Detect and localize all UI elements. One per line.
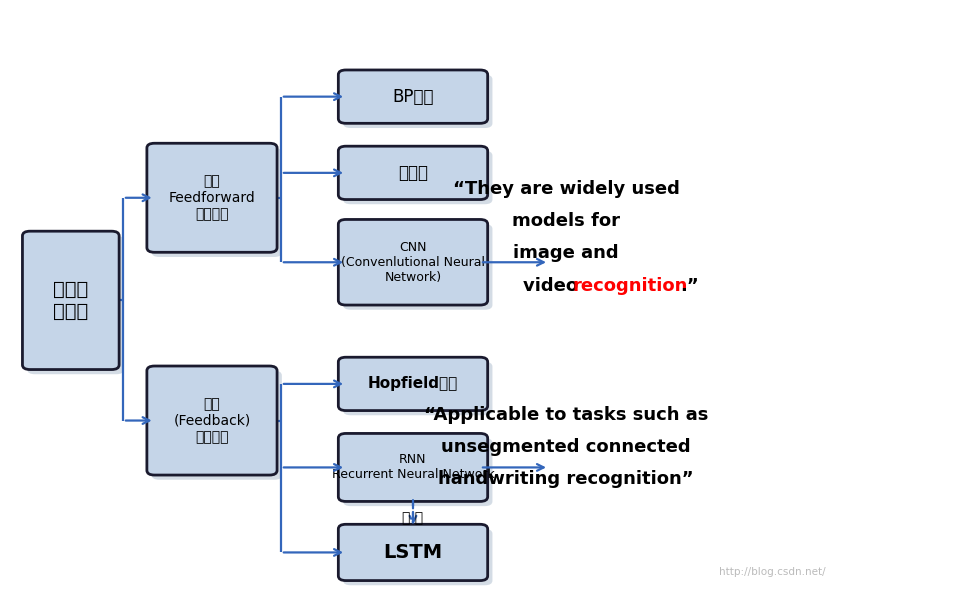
FancyBboxPatch shape xyxy=(338,357,488,411)
Text: CNN
(Convenlutional Neural
Network): CNN (Convenlutional Neural Network) xyxy=(341,241,485,284)
Text: 反馈
(Feedback)
神经网络: 反馈 (Feedback) 神经网络 xyxy=(174,398,251,444)
Text: “Applicable to tasks such as: “Applicable to tasks such as xyxy=(424,406,708,423)
FancyBboxPatch shape xyxy=(343,75,492,128)
Text: video: video xyxy=(523,277,585,294)
FancyBboxPatch shape xyxy=(343,224,492,310)
FancyBboxPatch shape xyxy=(343,362,492,415)
FancyBboxPatch shape xyxy=(152,148,282,257)
Text: image and: image and xyxy=(514,244,619,263)
Text: recognition: recognition xyxy=(573,277,688,294)
Text: “They are widely used: “They are widely used xyxy=(453,180,680,198)
Text: 人工神
经网络: 人工神 经网络 xyxy=(53,280,88,321)
FancyBboxPatch shape xyxy=(338,220,488,305)
FancyBboxPatch shape xyxy=(343,151,492,204)
Text: models for: models for xyxy=(512,212,620,230)
Text: 感知机: 感知机 xyxy=(398,164,428,182)
FancyBboxPatch shape xyxy=(147,366,277,475)
FancyBboxPatch shape xyxy=(22,231,119,369)
FancyBboxPatch shape xyxy=(152,370,282,480)
Text: handwriting recognition”: handwriting recognition” xyxy=(439,470,694,488)
Text: 包 含: 包 含 xyxy=(402,511,423,525)
Text: .”: .” xyxy=(680,277,699,294)
Text: 前馈
Feedforward
神经网络: 前馈 Feedforward 神经网络 xyxy=(169,174,255,221)
Text: http://blog.csdn.net/: http://blog.csdn.net/ xyxy=(719,567,826,577)
FancyBboxPatch shape xyxy=(27,236,124,374)
FancyBboxPatch shape xyxy=(343,438,492,506)
FancyBboxPatch shape xyxy=(338,524,488,581)
FancyBboxPatch shape xyxy=(338,146,488,200)
Text: unsegmented connected: unsegmented connected xyxy=(442,438,691,456)
Text: LSTM: LSTM xyxy=(383,543,443,562)
FancyBboxPatch shape xyxy=(338,434,488,501)
FancyBboxPatch shape xyxy=(147,143,277,252)
FancyBboxPatch shape xyxy=(338,70,488,123)
Text: RNN
Recurrent Neural Network: RNN Recurrent Neural Network xyxy=(331,454,494,481)
Text: Hopfield网络: Hopfield网络 xyxy=(368,376,458,392)
FancyBboxPatch shape xyxy=(343,529,492,585)
Text: BP网络: BP网络 xyxy=(393,88,434,105)
